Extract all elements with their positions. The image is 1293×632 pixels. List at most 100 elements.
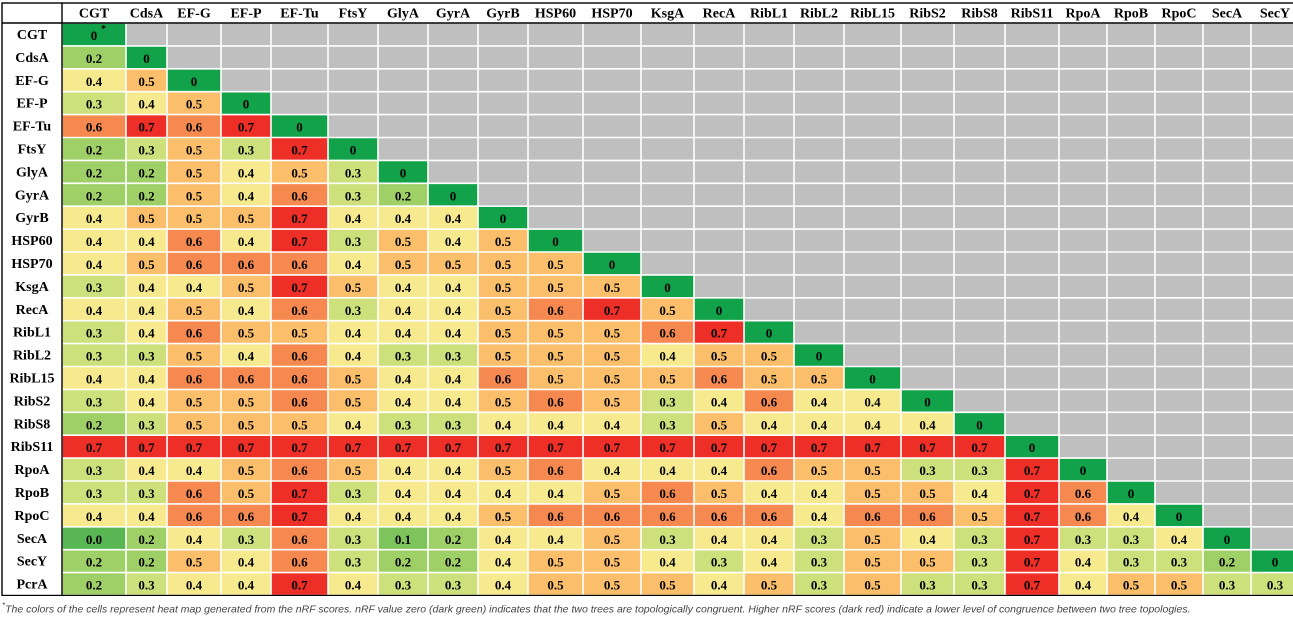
heatmap-cell [694,389,744,413]
row-header-ribs11: RibS11 [11,440,54,455]
heatmap-cell [167,137,221,161]
heatmap-cell [378,366,428,390]
heatmap-cell [378,389,428,413]
heatmap-cell [1059,526,1107,550]
heatmap-cell [126,343,167,367]
heatmap-cell [1203,526,1251,550]
column-header-ef-g: EF-G [177,7,211,22]
heatmap-cell [428,183,478,207]
empty-cell [1059,23,1107,46]
heatmap-cell [478,435,528,459]
column-header-cell [528,3,583,23]
cell-value: 0.2 [86,188,102,203]
heatmap-cell [794,503,844,527]
cell-value: 0.5 [919,555,936,570]
cell-value: 0.6 [86,120,103,135]
cell-value: 0.5 [811,371,828,386]
heatmap-cell [428,274,478,298]
cell-value: 0.5 [495,326,512,341]
empty-cell [428,114,478,138]
cell-value: 0.3 [445,578,462,593]
heatmap-cell [328,274,378,298]
cell-value: 0.5 [495,463,512,478]
heatmap-cell [62,229,126,252]
cell-value: 0.7 [291,509,308,524]
cell-value: 0.3 [345,303,362,318]
cell-value: 0.5 [495,509,512,524]
heatmap-cell [528,526,583,550]
cell-value: 0.5 [186,142,203,157]
heatmap-cell [478,206,528,230]
cell-value: 0.5 [238,417,255,432]
empty-cell [641,23,694,46]
empty-cell [1155,68,1203,92]
heatmap-cell [1005,458,1059,481]
row-header-cell [2,435,62,459]
cell-value: 0.6 [495,371,512,386]
heatmap-cell [271,412,328,436]
cell-value: 0.6 [186,326,203,341]
cell-value: 0.6 [186,120,203,135]
cell-value: 0.5 [291,417,308,432]
cell-value: 0.4 [238,234,255,249]
empty-cell [221,45,271,69]
empty-cell [478,23,528,46]
heatmap-cell [794,366,844,390]
column-header-cell [1059,3,1107,23]
row-header-pcra: PcrA [16,578,48,593]
cell-value: 0.3 [1171,555,1188,570]
cell-value: 0.5 [864,532,881,547]
heatmap-cell [844,366,901,390]
empty-cell [844,114,901,138]
empty-cell [1155,23,1203,46]
heatmap-cell [62,297,126,321]
heatmap-cell [528,252,583,275]
cell-value: 0.5 [604,280,621,295]
heatmap-cell [954,503,1005,527]
heatmap-cell [641,274,694,298]
heatmap-cell [328,229,378,252]
cell-value: 0.4 [395,211,412,226]
empty-cell [641,114,694,138]
column-header-ef-tu: EF-Tu [280,7,319,22]
heatmap-cell [901,389,954,413]
heatmap-cell [378,572,428,596]
cell-value: 0.5 [186,165,203,180]
heatmap-cell [221,160,271,184]
cell-value: 0.4 [138,280,155,295]
empty-cell [954,320,1005,344]
empty-cell [794,206,844,230]
heatmap-cell [954,572,1005,596]
row-header-cell [2,412,62,436]
cell-value: 0.3 [345,234,362,249]
empty-cell [167,23,221,46]
row-header-seca: SecA [17,532,48,547]
cell-value: 0 [664,280,671,295]
heatmap-cell [271,183,328,207]
cell-value: 0.4 [395,486,412,501]
cell-value: 0.5 [238,486,255,501]
cell-value: 0.7 [547,440,564,455]
heatmap-cell [328,526,378,550]
heatmap-cell [62,503,126,527]
cell-value: 0.5 [604,326,621,341]
empty-cell [1005,137,1059,161]
heatmap-cell [528,481,583,504]
empty-cell [694,274,744,298]
heatmap-cell [1203,549,1251,573]
heatmap-cell [583,274,641,298]
heatmap-cell [528,389,583,413]
cell-value: 0.5 [138,74,155,89]
cell-value: 0.4 [1075,578,1092,593]
cell-value: 0.3 [86,486,103,501]
heatmap-cell [271,526,328,550]
heatmap-cell [167,549,221,573]
cell-value: 0.7 [971,440,988,455]
heatmap-cell [62,481,126,504]
cell-value: 0.4 [659,555,676,570]
heatmap-cell [794,572,844,596]
cell-value: 0.3 [1123,555,1140,570]
empty-cell [271,91,328,115]
cell-value: 0.3 [919,578,936,593]
heatmap-cell [478,274,528,298]
